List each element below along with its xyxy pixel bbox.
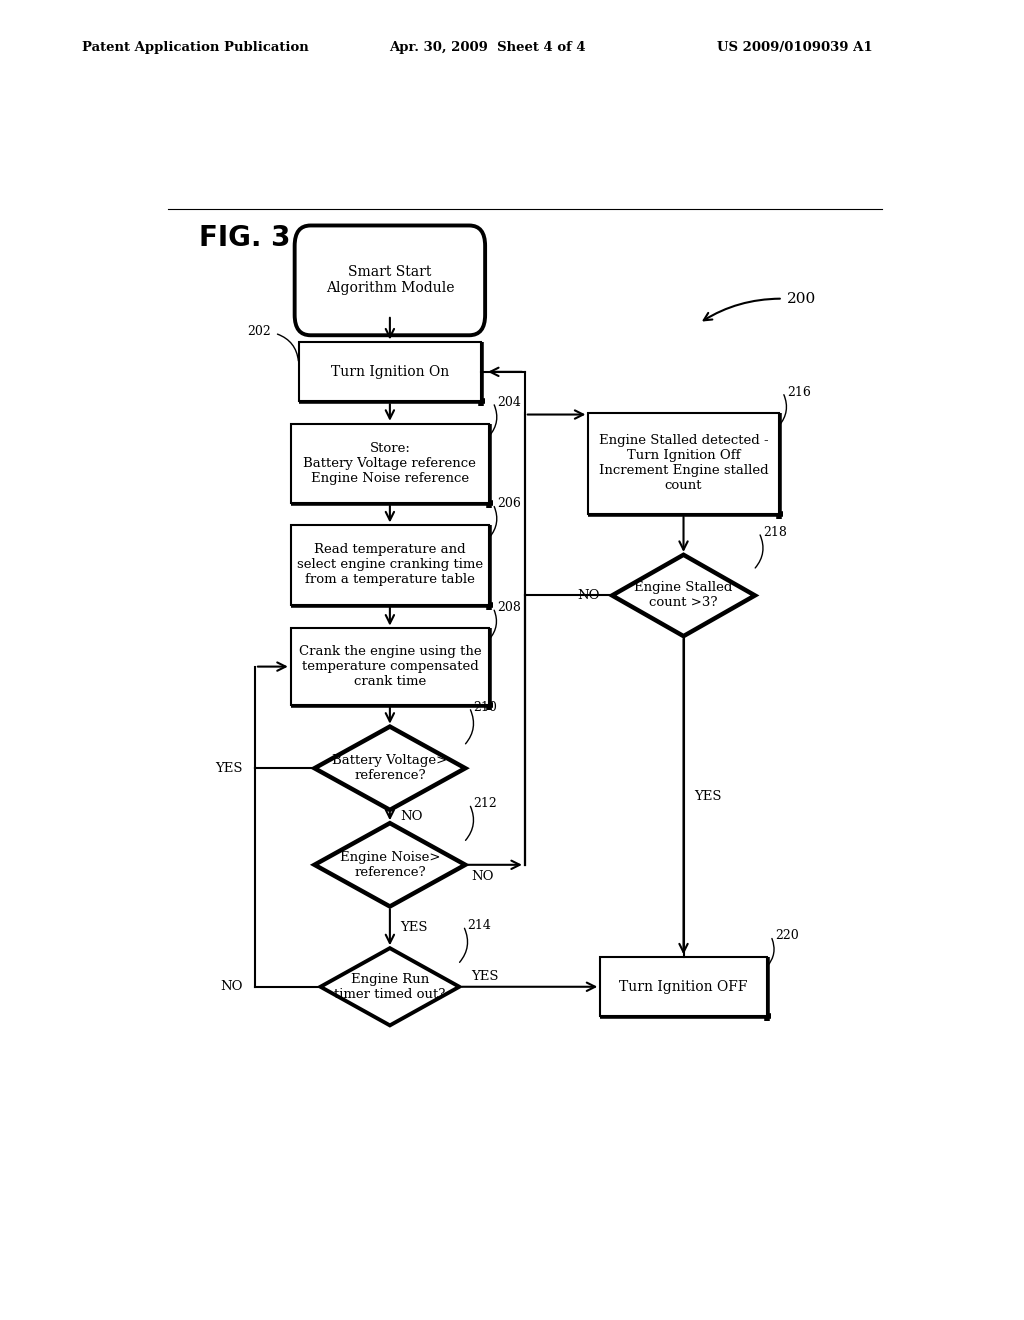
Text: YES: YES <box>216 762 243 775</box>
Text: 220: 220 <box>775 929 799 942</box>
Text: Store:
Battery Voltage reference
Engine Noise reference: Store: Battery Voltage reference Engine … <box>303 442 476 484</box>
Text: 200: 200 <box>786 292 816 306</box>
Text: Crank the engine using the
temperature compensated
crank time: Crank the engine using the temperature c… <box>299 645 481 688</box>
Text: Apr. 30, 2009  Sheet 4 of 4: Apr. 30, 2009 Sheet 4 of 4 <box>389 41 586 54</box>
FancyBboxPatch shape <box>295 226 485 335</box>
Bar <box>291 525 489 605</box>
Bar <box>299 342 481 401</box>
Text: Engine Noise>
reference?: Engine Noise> reference? <box>340 851 440 879</box>
Text: 218: 218 <box>763 525 786 539</box>
Polygon shape <box>321 948 460 1026</box>
Text: 210: 210 <box>473 701 497 714</box>
Text: Turn Ignition OFF: Turn Ignition OFF <box>620 979 748 994</box>
Text: Engine Run
timer timed out?: Engine Run timer timed out? <box>334 973 445 1001</box>
Text: FIG. 3: FIG. 3 <box>200 223 291 252</box>
Bar <box>291 424 489 503</box>
Text: YES: YES <box>694 791 721 803</box>
Text: 212: 212 <box>473 797 497 810</box>
Text: YES: YES <box>471 970 499 983</box>
Text: Engine Stalled
count >3?: Engine Stalled count >3? <box>634 581 733 610</box>
Text: Engine Stalled detected -
Turn Ignition Off
Increment Engine stalled
count: Engine Stalled detected - Turn Ignition … <box>599 434 768 492</box>
Text: NO: NO <box>472 870 495 883</box>
Text: Smart Start
Algorithm Module: Smart Start Algorithm Module <box>326 265 454 296</box>
Polygon shape <box>314 726 465 810</box>
Bar <box>291 628 489 705</box>
Text: Patent Application Publication: Patent Application Publication <box>82 41 308 54</box>
Text: 214: 214 <box>467 919 492 932</box>
Bar <box>588 413 778 515</box>
Text: 208: 208 <box>497 601 521 614</box>
Text: Battery Voltage>
reference?: Battery Voltage> reference? <box>332 754 447 783</box>
Text: 202: 202 <box>247 325 270 338</box>
Text: 216: 216 <box>786 385 811 399</box>
Text: NO: NO <box>400 810 423 822</box>
Text: US 2009/0109039 A1: US 2009/0109039 A1 <box>717 41 872 54</box>
Text: NO: NO <box>220 981 243 993</box>
Text: 206: 206 <box>497 498 521 511</box>
Bar <box>600 957 767 1016</box>
Text: NO: NO <box>578 589 600 602</box>
Text: Read temperature and
select engine cranking time
from a temperature table: Read temperature and select engine crank… <box>297 544 483 586</box>
Text: 204: 204 <box>497 396 521 409</box>
Polygon shape <box>612 554 755 636</box>
Text: YES: YES <box>400 921 428 933</box>
Polygon shape <box>314 824 465 907</box>
Text: Turn Ignition On: Turn Ignition On <box>331 364 449 379</box>
